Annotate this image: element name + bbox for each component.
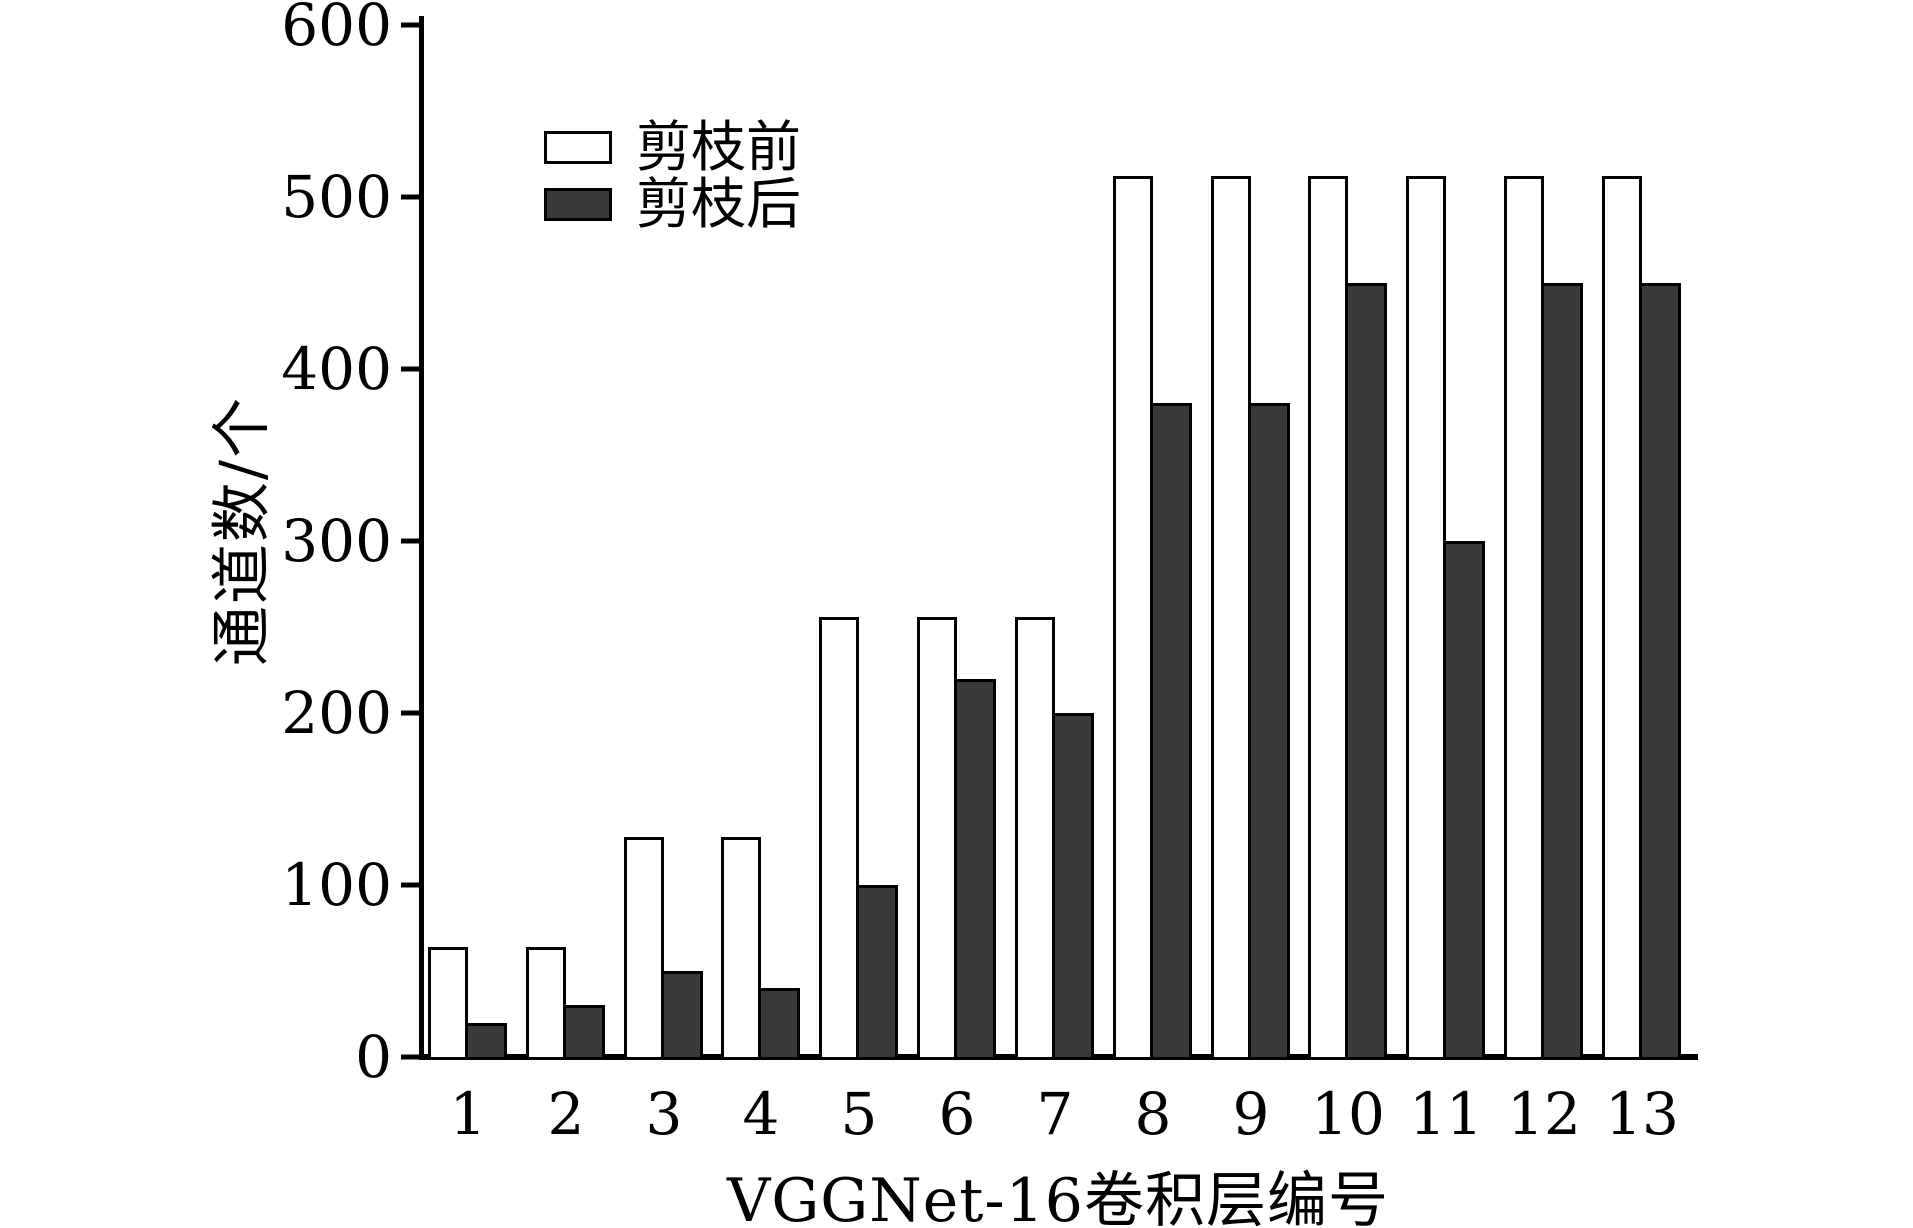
y-tick-label-400: 400	[281, 335, 392, 403]
y-tick-label-500: 500	[281, 163, 392, 231]
bar-after-pruning-layer-9	[1248, 403, 1290, 1057]
y-tick-600	[401, 22, 419, 28]
y-tick-300	[401, 538, 419, 544]
x-tick-label-8: 8	[1134, 1080, 1172, 1148]
bar-after-pruning-layer-11	[1443, 541, 1485, 1057]
legend: 剪枝前 剪枝后	[544, 119, 801, 233]
x-tick-label-4: 4	[742, 1080, 780, 1148]
bar-after-pruning-layer-6	[954, 679, 996, 1057]
x-tick-label-12: 12	[1507, 1080, 1581, 1148]
bar-before-pruning-layer-4	[721, 837, 761, 1057]
x-tick-label-11: 11	[1409, 1080, 1483, 1148]
bar-before-pruning-layer-12	[1504, 176, 1544, 1057]
x-tick-label-6: 6	[938, 1080, 976, 1148]
y-tick-label-200: 200	[281, 679, 392, 747]
legend-item-after-pruning: 剪枝后	[544, 176, 801, 233]
y-tick-100	[401, 882, 419, 888]
y-tick-label-100: 100	[281, 851, 392, 919]
legend-label-before: 剪枝前	[636, 115, 802, 179]
x-tick-label-7: 7	[1036, 1080, 1074, 1148]
x-axis-title: VGGNet-16卷积层编号	[727, 1166, 1389, 1228]
x-axis-line	[419, 1054, 1698, 1060]
y-axis-title: 通道数/个	[207, 395, 278, 667]
y-tick-0	[401, 1054, 419, 1060]
x-tick-label-9: 9	[1232, 1080, 1270, 1148]
bar-before-pruning-layer-3	[624, 837, 664, 1057]
bar-after-pruning-layer-5	[856, 885, 898, 1057]
bar-after-pruning-layer-3	[661, 971, 703, 1057]
x-tick-label-3: 3	[645, 1080, 683, 1148]
y-tick-400	[401, 366, 419, 372]
bar-after-pruning-layer-4	[758, 988, 800, 1057]
y-tick-200	[401, 710, 419, 716]
bar-before-pruning-layer-7	[1015, 617, 1055, 1057]
legend-item-before-pruning: 剪枝前	[544, 119, 801, 176]
x-tick-label-5: 5	[840, 1080, 878, 1148]
bar-before-pruning-layer-2	[526, 947, 566, 1057]
bar-after-pruning-layer-1	[465, 1023, 507, 1057]
y-tick-label-0: 0	[355, 1023, 392, 1091]
bar-after-pruning-layer-7	[1052, 713, 1094, 1057]
bar-after-pruning-layer-8	[1150, 403, 1192, 1057]
bar-before-pruning-layer-10	[1308, 176, 1348, 1057]
legend-swatch-before-icon	[544, 131, 612, 164]
x-tick-label-10: 10	[1311, 1080, 1385, 1148]
bar-before-pruning-layer-5	[819, 617, 859, 1057]
bar-after-pruning-layer-2	[563, 1005, 605, 1057]
bar-before-pruning-layer-13	[1602, 176, 1642, 1057]
bar-after-pruning-layer-12	[1541, 283, 1583, 1057]
y-axis-line	[419, 16, 424, 1060]
legend-label-after: 剪枝后	[636, 172, 802, 236]
plot-area: 0 100 200 300 400 500 600 1 2 3 4 5 6 7 8 9 10 11 12 13 剪枝…	[281, 0, 1698, 1143]
x-tick-label-2: 2	[547, 1080, 585, 1148]
y-tick-label-300: 300	[281, 507, 392, 575]
bar-before-pruning-layer-1	[428, 947, 468, 1057]
bar-before-pruning-layer-6	[917, 617, 957, 1057]
bar-before-pruning-layer-11	[1406, 176, 1446, 1057]
x-tick-label-13: 13	[1605, 1080, 1679, 1148]
bar-after-pruning-layer-10	[1345, 283, 1387, 1057]
bar-before-pruning-layer-8	[1113, 176, 1153, 1057]
bar-after-pruning-layer-13	[1639, 283, 1681, 1057]
y-tick-label-600: 600	[281, 0, 392, 59]
bar-before-pruning-layer-9	[1211, 176, 1251, 1057]
y-tick-500	[401, 194, 419, 200]
x-tick-label-1: 1	[449, 1080, 487, 1148]
legend-swatch-after-icon	[544, 188, 612, 221]
